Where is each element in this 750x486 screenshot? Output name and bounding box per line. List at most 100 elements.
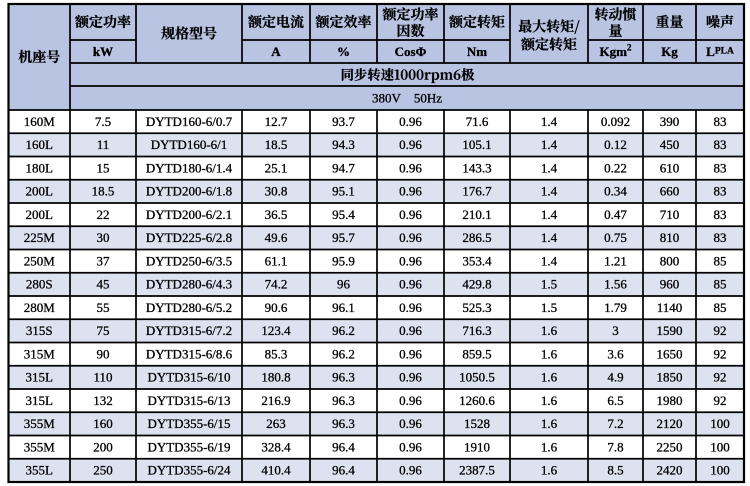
svg-text:90: 90 <box>97 346 110 361</box>
svg-text:15: 15 <box>97 160 110 175</box>
svg-text:1.6: 1.6 <box>541 439 558 454</box>
svg-text:1528: 1528 <box>464 416 490 431</box>
svg-text:DYTD200-6/2.1: DYTD200-6/2.1 <box>146 207 232 222</box>
svg-text:410.4: 410.4 <box>261 463 291 478</box>
svg-text:75: 75 <box>97 323 110 338</box>
svg-text:1.6: 1.6 <box>541 346 558 361</box>
svg-text:DYTD315-6/13: DYTD315-6/13 <box>147 393 230 408</box>
svg-text:1590: 1590 <box>657 323 683 338</box>
svg-text:1.4: 1.4 <box>541 230 558 245</box>
svg-text:18.5: 18.5 <box>265 137 288 152</box>
svg-text:0.96: 0.96 <box>399 439 422 454</box>
svg-text:380V 50Hz: 380V 50Hz <box>372 91 442 106</box>
svg-text:92: 92 <box>714 393 727 408</box>
svg-text:96.3: 96.3 <box>332 370 355 385</box>
svg-text:0.96: 0.96 <box>399 114 422 129</box>
svg-text:180L: 180L <box>26 160 54 175</box>
svg-text:960: 960 <box>660 277 680 292</box>
svg-text:85: 85 <box>714 253 727 268</box>
svg-text:37: 37 <box>97 253 111 268</box>
svg-text:315S: 315S <box>26 323 53 338</box>
svg-text:12.7: 12.7 <box>265 114 288 129</box>
svg-text:DYTD355-6/15: DYTD355-6/15 <box>147 416 230 431</box>
svg-text:250: 250 <box>93 463 113 478</box>
svg-text:0.96: 0.96 <box>399 346 422 361</box>
svg-text:210.1: 210.1 <box>462 207 491 222</box>
svg-text:1.6: 1.6 <box>541 393 558 408</box>
svg-text:0.22: 0.22 <box>604 160 627 175</box>
svg-text:263: 263 <box>266 416 286 431</box>
svg-text:200: 200 <box>93 439 113 454</box>
svg-text:355L: 355L <box>26 463 54 478</box>
svg-text:3.6: 3.6 <box>607 346 624 361</box>
svg-text:0.092: 0.092 <box>601 114 630 129</box>
svg-text:2420: 2420 <box>657 463 683 478</box>
svg-text:71.6: 71.6 <box>466 114 489 129</box>
svg-text:83: 83 <box>714 160 727 175</box>
svg-text:30: 30 <box>97 230 110 245</box>
svg-text:1.6: 1.6 <box>541 416 558 431</box>
svg-text:200L: 200L <box>26 184 54 199</box>
svg-text:45: 45 <box>97 277 110 292</box>
svg-text:250M: 250M <box>24 253 56 268</box>
svg-text:DYTD160-6/0.7: DYTD160-6/0.7 <box>146 114 233 129</box>
svg-text:1.21: 1.21 <box>604 253 627 268</box>
svg-text:30.8: 30.8 <box>265 184 288 199</box>
svg-text:95.7: 95.7 <box>332 230 355 245</box>
svg-text:286.5: 286.5 <box>462 230 491 245</box>
svg-text:94.3: 94.3 <box>332 137 355 152</box>
svg-text:96.3: 96.3 <box>332 393 355 408</box>
svg-text:123.4: 123.4 <box>261 323 291 338</box>
svg-text:83: 83 <box>714 184 727 199</box>
svg-text:83: 83 <box>714 137 727 152</box>
svg-text:DYTD250-6/3.5: DYTD250-6/3.5 <box>146 253 232 268</box>
svg-text:Nm: Nm <box>467 44 487 59</box>
svg-text:280S: 280S <box>26 277 53 292</box>
svg-text:1910: 1910 <box>464 439 490 454</box>
svg-text:315L: 315L <box>26 393 54 408</box>
svg-text:1980: 1980 <box>657 393 683 408</box>
svg-text:160L: 160L <box>26 137 54 152</box>
svg-text:800: 800 <box>660 253 680 268</box>
svg-text:6.5: 6.5 <box>607 393 623 408</box>
svg-text:7.2: 7.2 <box>607 416 623 431</box>
svg-text:96.4: 96.4 <box>332 463 355 478</box>
svg-text:DYTD355-6/24: DYTD355-6/24 <box>147 463 231 478</box>
svg-text:0.47: 0.47 <box>604 207 627 222</box>
svg-text:0.96: 0.96 <box>399 416 422 431</box>
svg-text:180.8: 180.8 <box>261 370 290 385</box>
svg-text:96.1: 96.1 <box>332 300 355 315</box>
svg-text:61.1: 61.1 <box>265 253 288 268</box>
svg-text:355M: 355M <box>24 439 56 454</box>
svg-text:DYTD355-6/19: DYTD355-6/19 <box>147 439 230 454</box>
svg-text:0.96: 0.96 <box>399 207 422 222</box>
svg-text:1.4: 1.4 <box>541 114 558 129</box>
svg-text:DYTD225-6/2.8: DYTD225-6/2.8 <box>146 230 232 245</box>
svg-text:1.4: 1.4 <box>541 160 558 175</box>
svg-text:280M: 280M <box>24 300 56 315</box>
svg-text:74.2: 74.2 <box>265 277 288 292</box>
svg-text:100: 100 <box>710 416 730 431</box>
svg-text:100: 100 <box>710 439 730 454</box>
svg-text:859.5: 859.5 <box>462 346 491 361</box>
svg-text:94.7: 94.7 <box>332 160 355 175</box>
svg-text:810: 810 <box>660 230 680 245</box>
svg-text:216.9: 216.9 <box>261 393 290 408</box>
svg-text:710: 710 <box>660 207 680 222</box>
svg-text:83: 83 <box>714 114 727 129</box>
svg-text:110: 110 <box>93 370 112 385</box>
svg-text:1650: 1650 <box>657 346 683 361</box>
svg-text:DYTD200-6/1.8: DYTD200-6/1.8 <box>146 184 232 199</box>
svg-text:92: 92 <box>714 323 727 338</box>
svg-text:160: 160 <box>93 416 113 431</box>
svg-text:1.4: 1.4 <box>541 137 558 152</box>
svg-text:96.4: 96.4 <box>332 439 355 454</box>
svg-text:95.4: 95.4 <box>332 207 355 222</box>
svg-text:22: 22 <box>97 207 110 222</box>
svg-text:LPLA: LPLA <box>706 44 734 59</box>
svg-text:1.6: 1.6 <box>541 323 558 338</box>
svg-text:200L: 200L <box>26 207 54 222</box>
svg-text:85: 85 <box>714 300 727 315</box>
svg-text:0.75: 0.75 <box>604 230 627 245</box>
svg-text:390: 390 <box>660 114 680 129</box>
